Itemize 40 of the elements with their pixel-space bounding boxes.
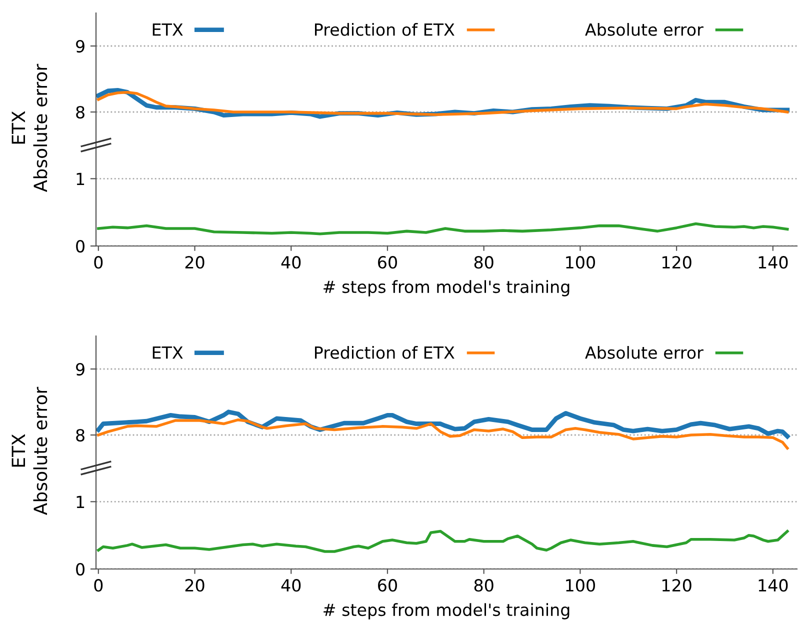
legend-label: Absolute error (585, 23, 704, 36)
x-tick-label: 120 (662, 579, 692, 592)
legend-label: Absolute error (585, 346, 704, 359)
y-axis-title: Absolute error (33, 64, 48, 192)
y-tick-label: 0 (76, 240, 84, 253)
y-axis-title: ETX (12, 111, 25, 144)
line-series (97, 530, 789, 553)
y-tick-label: 8 (76, 428, 84, 442)
x-tick-label: 140 (758, 579, 788, 592)
x-tick-label: 140 (758, 256, 788, 269)
y-tick-label: 0 (76, 562, 84, 576)
x-axis-title: # steps from model's training (324, 280, 570, 296)
x-axis-title: # steps from model's training (324, 603, 570, 620)
legend-label: ETX (152, 24, 183, 36)
x-tick-label: 20 (185, 579, 204, 592)
x-tick-label: 40 (281, 579, 301, 592)
x-tick-label: 100 (566, 579, 595, 592)
legend-label: ETX (152, 346, 183, 359)
y-tick-label: 9 (76, 40, 84, 53)
y-tick-label: 8 (76, 106, 84, 119)
x-tick-label: 100 (566, 256, 595, 269)
y-tick-label: 1 (76, 496, 84, 508)
y-axis-title: ETX (12, 434, 25, 467)
x-tick-label: 40 (281, 256, 301, 269)
y-tick-label: 1 (76, 172, 84, 185)
y-axis-title: Absolute error (33, 386, 48, 516)
x-tick-label: 120 (662, 256, 692, 269)
line-series (97, 418, 789, 450)
x-tick-label: 60 (378, 256, 397, 269)
x-tick-label: 20 (185, 256, 204, 269)
x-tick-label: 80 (474, 579, 494, 592)
legend-label: Prediction of ETX (315, 23, 454, 36)
legend-label: Prediction of ETX (315, 346, 454, 359)
y-tick-label: 9 (76, 362, 84, 376)
line-series (96, 410, 790, 439)
x-tick-label: 0 (94, 256, 103, 269)
x-tick-label: 80 (474, 256, 494, 269)
x-tick-label: 0 (94, 579, 103, 592)
line-series (97, 222, 789, 236)
x-tick-label: 60 (378, 579, 397, 592)
